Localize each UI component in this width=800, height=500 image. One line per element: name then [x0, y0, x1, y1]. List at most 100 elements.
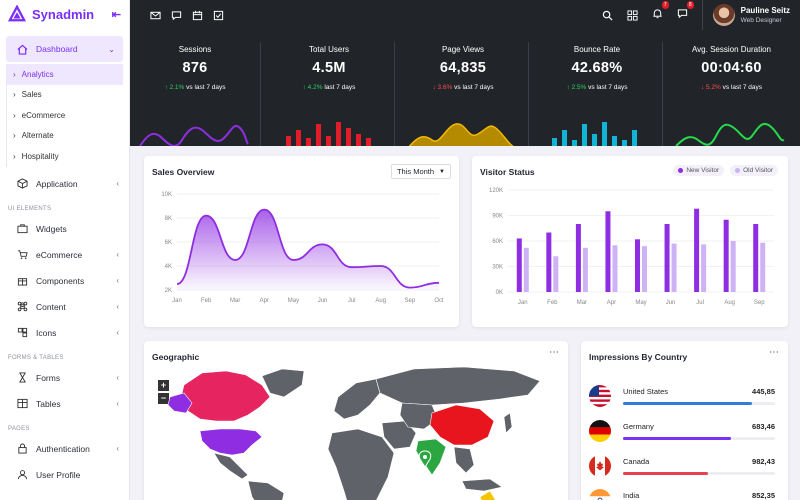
- cart-icon: [16, 249, 28, 261]
- bar-old-visitor: [760, 242, 766, 292]
- nav-label: Components: [36, 275, 85, 286]
- submenu-item-sales[interactable]: › Sales: [7, 85, 123, 106]
- sales-overview-card: Sales Overview This Month ▼ 2K 4K 6K 8K 10K J…: [144, 156, 459, 327]
- nav-widgets[interactable]: Widgets: [0, 216, 129, 242]
- map-region-indonesia[interactable]: [461, 478, 503, 492]
- nav-authentication[interactable]: Authentication ‹: [0, 436, 129, 462]
- map-region-greenland[interactable]: [261, 368, 305, 398]
- world-map[interactable]: [144, 341, 568, 500]
- bar-new-visitor: [516, 238, 522, 292]
- stat-change-value: 4.2%: [307, 84, 323, 91]
- impressions-card: Impressions By Country ⋯ United States 4…: [581, 341, 788, 500]
- more-options-icon[interactable]: ⋯: [549, 347, 560, 358]
- map-region-mexico[interactable]: [213, 452, 249, 480]
- map-region-canada[interactable]: [179, 370, 271, 422]
- user-icon: [16, 469, 28, 481]
- chevron-left-icon: ‹: [116, 328, 119, 337]
- submenu-item-hospitality[interactable]: › Hospitality: [7, 146, 123, 167]
- collapse-sidebar-icon[interactable]: ⇤: [111, 8, 121, 21]
- arrow-down-icon: ↓: [432, 84, 438, 91]
- zoom-out-button[interactable]: −: [158, 393, 169, 404]
- chat-icon[interactable]: [171, 10, 182, 21]
- x-tick-label: Feb: [201, 298, 212, 304]
- nav-icons[interactable]: Icons ‹: [0, 320, 129, 346]
- legend-new-visitor[interactable]: New Visitor: [673, 165, 725, 176]
- map-region-europe[interactable]: [333, 378, 381, 420]
- user-menu[interactable]: Pauline Seitz Web Designer: [701, 0, 790, 30]
- brand[interactable]: Synadmin ⇤: [0, 0, 129, 28]
- nav-application[interactable]: Application ‹: [0, 171, 129, 197]
- submenu-item-analytics[interactable]: › Analytics: [7, 64, 123, 85]
- notifications-count-badge: 7: [661, 1, 669, 9]
- card-title: Impressions By Country: [589, 352, 688, 362]
- x-tick-label: Jan: [518, 300, 528, 306]
- arrow-up-icon: ↑: [302, 84, 308, 91]
- sparkline-session-duration: [675, 122, 785, 147]
- arrow-right-icon: ›: [13, 90, 16, 100]
- bar-new-visitor: [605, 211, 611, 292]
- dashboard-submenu: › Analytics › Sales › eCommerce › Alternate …: [6, 64, 123, 167]
- map-region-russia[interactable]: [375, 366, 541, 406]
- gift-icon: [16, 275, 28, 287]
- arrow-up-icon: ↑: [566, 84, 572, 91]
- chevron-left-icon: ‹: [116, 399, 119, 408]
- map-region-southeast-asia[interactable]: [453, 446, 475, 474]
- country-row-india[interactable]: India 852,35: [589, 489, 775, 500]
- stat-change-value: 2.1%: [169, 84, 185, 91]
- map-region-alaska[interactable]: [167, 392, 193, 414]
- nav-dashboard[interactable]: Dashboard ⌄: [6, 36, 123, 62]
- map-region-japan[interactable]: [503, 412, 513, 434]
- map-region-south-america[interactable]: [247, 480, 285, 500]
- period-dropdown[interactable]: This Month ▼: [390, 164, 451, 179]
- germany-flag-icon: [589, 420, 611, 442]
- map-region-highlight-yellow[interactable]: [479, 490, 496, 500]
- legend-old-visitor[interactable]: Old Visitor: [730, 165, 778, 176]
- nav-application-label: Application: [36, 178, 78, 189]
- country-row-canada[interactable]: Canada 982,43: [589, 455, 775, 489]
- nav-dashboard-label: Dashboard: [36, 44, 78, 54]
- nav-components[interactable]: Components ‹: [0, 268, 129, 294]
- nav-tables[interactable]: Tables ‹: [0, 391, 129, 417]
- bell-icon: [653, 9, 662, 19]
- messages-button[interactable]: 8: [677, 1, 694, 24]
- nav-label: Icons: [36, 327, 57, 338]
- search-icon[interactable]: [602, 10, 613, 21]
- country-row-germany[interactable]: Germany 683,46: [589, 420, 775, 454]
- notifications-button[interactable]: 7: [652, 1, 669, 24]
- topbar: 7 8 Pauline Seitz Web Designer: [130, 0, 800, 30]
- chevron-left-icon: ‹: [116, 444, 119, 453]
- x-tick-label: Jan: [172, 298, 182, 304]
- stat-change-suffix: vs last 7 days: [186, 84, 226, 91]
- nav-ecommerce[interactable]: eCommerce ‹: [0, 242, 129, 268]
- caret-down-icon: ▼: [439, 168, 445, 175]
- calendar-icon[interactable]: [192, 10, 203, 21]
- stat-card-page-views: Page Views 64,835 ↓ 3.6% vs last 7 days: [398, 42, 529, 152]
- nav-forms[interactable]: Forms ‹: [0, 365, 129, 391]
- country-row-united-states[interactable]: United States 445,85: [589, 385, 775, 419]
- map-region-united-states[interactable]: [199, 428, 263, 456]
- submenu-item-ecommerce[interactable]: › eCommerce: [7, 105, 123, 126]
- logo-icon: [8, 5, 26, 22]
- map-region-africa[interactable]: [327, 428, 395, 500]
- arrow-up-icon: ↑: [164, 84, 170, 91]
- submenu-label: eCommerce: [21, 110, 66, 120]
- chart-legend: New Visitor Old Visitor: [673, 165, 778, 176]
- more-options-icon[interactable]: ⋯: [769, 347, 780, 358]
- card-title: Sales Overview: [152, 167, 215, 177]
- checkbox-icon[interactable]: [213, 10, 224, 21]
- nav-user-profile[interactable]: User Profile: [0, 462, 129, 488]
- map-region-central-asia[interactable]: [399, 402, 439, 430]
- stat-change-suffix: vs last 7 days: [588, 84, 628, 91]
- map-region-china[interactable]: [429, 404, 495, 446]
- stat-card-total-users: Total Users 4.5M ↑ 4.2% last 7 days: [264, 42, 395, 152]
- mail-icon[interactable]: [150, 10, 161, 21]
- zoom-in-button[interactable]: +: [158, 380, 169, 391]
- stats-panel: Sessions 876 ↑ 2.1% vs last 7 days Total…: [130, 30, 800, 152]
- y-tick-label: 4K: [165, 264, 172, 270]
- submenu-item-alternate[interactable]: › Alternate: [7, 126, 123, 147]
- grid-apps-icon[interactable]: [627, 9, 638, 21]
- y-tick-label: 8K: [165, 216, 172, 222]
- x-tick-label: Jul: [696, 300, 704, 306]
- nav-content[interactable]: Content ‹: [0, 294, 129, 320]
- sales-area: [177, 209, 439, 290]
